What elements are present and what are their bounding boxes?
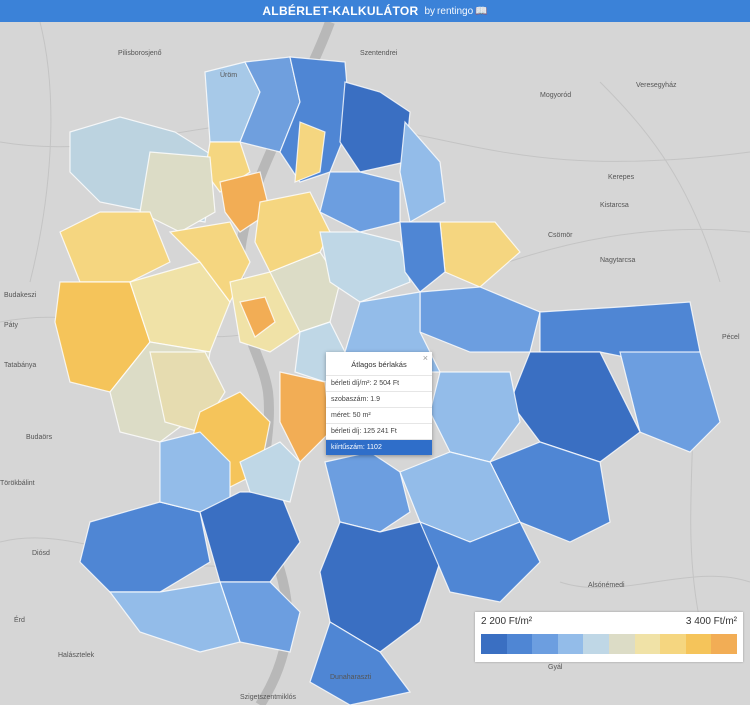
- danube-river: [233, 22, 335, 705]
- district[interactable]: [219, 171, 271, 233]
- brand-prefix: by: [424, 5, 436, 17]
- district[interactable]: [399, 221, 446, 293]
- brand-name: rentingo: [437, 5, 474, 17]
- popup-row-rent: bérleti díj: 125 241 Ft: [326, 423, 432, 439]
- legend-swatch: [506, 634, 533, 654]
- legend-swatch: [583, 634, 609, 654]
- district[interactable]: [399, 120, 446, 223]
- legend-high-label: 3 400 Ft/m²: [685, 616, 737, 627]
- legend-swatch: [685, 634, 712, 654]
- district[interactable]: [239, 296, 276, 338]
- district[interactable]: [254, 191, 331, 273]
- choropleth-map[interactable]: Pilisborosjenő Budakeszi Budaörs Törökbá…: [0, 22, 750, 705]
- district[interactable]: [319, 521, 441, 653]
- legend-swatch: [557, 634, 584, 654]
- district[interactable]: [239, 441, 301, 503]
- popup-row-listing-count: kiírtűszám: 1102: [326, 439, 432, 455]
- district[interactable]: [418, 520, 541, 603]
- district[interactable]: [108, 581, 241, 653]
- legend-swatch: [481, 634, 507, 654]
- popup-row-price-per-sqm: bérleti díj/m²: 2 504 Ft: [326, 375, 432, 391]
- top-bar: ALBÉRLET-KALKULÁTOR by rentingo 📖: [0, 0, 750, 22]
- popup-title: Átlagos bérlakás: [351, 360, 407, 369]
- legend-swatch: [634, 634, 661, 654]
- legend-swatch: [532, 634, 558, 654]
- district[interactable]: [619, 351, 721, 453]
- legend-swatch: [608, 634, 635, 654]
- district[interactable]: [309, 621, 412, 705]
- info-popup: × Átlagos bérlakás bérleti díj/m²: 2 504…: [326, 352, 432, 455]
- legend-low-label: 2 200 Ft/m²: [481, 616, 533, 627]
- brand[interactable]: by rentingo 📖: [424, 6, 487, 17]
- color-legend: 2 200 Ft/m² 3 400 Ft/m²: [475, 612, 743, 662]
- district-layer[interactable]: [54, 56, 721, 705]
- district[interactable]: [294, 121, 326, 183]
- app-title: ALBÉRLET-KALKULÁTOR: [262, 4, 419, 18]
- legend-swatch: [711, 634, 737, 654]
- district[interactable]: [129, 261, 231, 353]
- close-icon[interactable]: ×: [422, 353, 428, 363]
- legend-swatch: [660, 634, 686, 654]
- district[interactable]: [279, 371, 331, 464]
- legend-color-bar: [481, 634, 737, 654]
- district[interactable]: [139, 151, 216, 233]
- popup-row-size: méret: 50 m²: [326, 407, 432, 423]
- map-canvas[interactable]: [0, 22, 750, 705]
- popup-row-rooms: szobaszám: 1.9: [326, 391, 432, 407]
- district[interactable]: [319, 231, 411, 303]
- book-icon: 📖: [475, 5, 488, 17]
